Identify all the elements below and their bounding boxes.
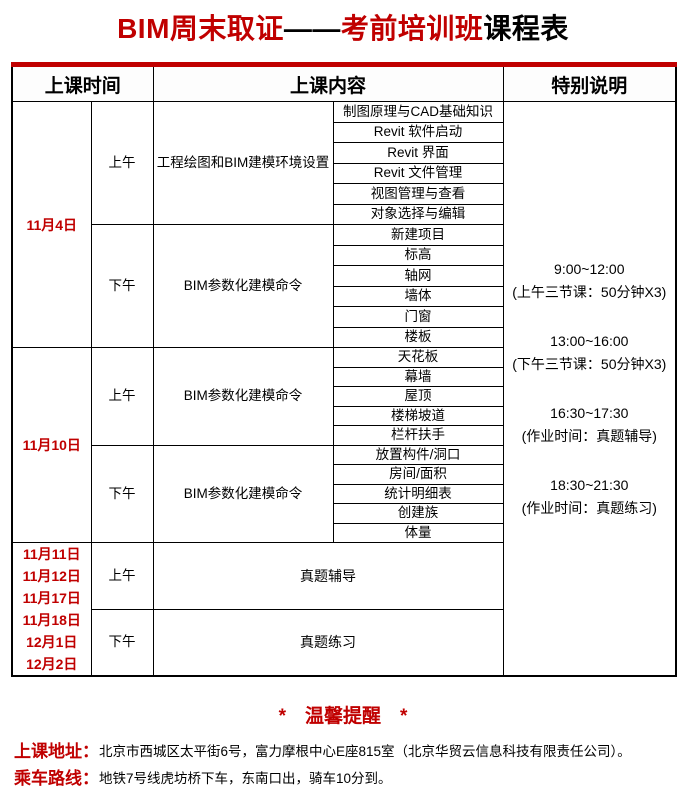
table-row: 对象选择与编辑 <box>12 203 676 225</box>
note-desc: (上午三节课：50分钟X3) <box>512 283 667 300</box>
subitem-cell: 视图管理与查看 <box>332 183 504 205</box>
page-title: BIM周末取证——考前培训班课程表 <box>0 11 686 47</box>
period-cell-pm: 下午 <box>90 444 154 543</box>
subitem-cell: Revit 文件管理 <box>332 162 504 184</box>
table-row: 墙体 <box>12 285 676 307</box>
route-line: 乘车路线：地铁7号线虎坊桥下车，东南口出，骑车10分到。 <box>14 769 686 789</box>
topic-cell: BIM参数化建模命令 <box>152 347 334 446</box>
subitem-cell: 标高 <box>332 244 504 266</box>
table-row: 11月4日 上午 工程绘图和BIM建模环境设置 制图原理与CAD基础知识 9:0… <box>11 101 677 677</box>
address-label: 上课地址： <box>14 742 99 761</box>
route-text: 地铁7号线虎坊桥下车，东南口出，骑车10分到。 <box>99 771 392 786</box>
note-block: 13:00~16:00 (下午三节课：50分钟X3) <box>504 330 675 376</box>
date-cell-nov4: 11月4日 <box>11 101 92 348</box>
note-block: 18:30~21:30 (作业时间：真题练习) <box>504 474 675 520</box>
subitem-cell: 房间/面积 <box>332 464 504 485</box>
period-cell-am: 上午 <box>90 101 154 225</box>
subitem-cell: 门窗 <box>332 306 504 328</box>
period-cell-am: 上午 <box>90 542 154 610</box>
note-desc: (下午三节课：50分钟X3) <box>512 355 667 372</box>
table-row: 11月11日 11月12日 11月17日 11月18日 12月1日 12月2日 … <box>11 542 676 677</box>
date-line: 11月11日 <box>22 546 81 562</box>
subitem-cell: 体量 <box>332 522 504 543</box>
title-class-name: 考前培训班 <box>340 13 484 44</box>
topic-cell: BIM参数化建模命令 <box>152 224 334 348</box>
subitem-cell: 创建族 <box>332 503 504 524</box>
content-cell-tutoring: 真题辅导 <box>152 542 504 610</box>
table-row: 楼板 <box>12 326 676 348</box>
table-row: 下午 BIM参数化建模命令 新建项目 <box>12 224 676 348</box>
note-block: 9:00~12:00 (上午三节课：50分钟X3) <box>504 258 675 304</box>
date-cell-exam-dates: 11月11日 11月12日 11月17日 11月18日 12月1日 12月2日 <box>11 542 92 677</box>
note-time: 16:30~17:30 <box>550 404 629 421</box>
date-line: 11月17日 <box>22 590 81 606</box>
date-line: 11月12日 <box>22 568 81 584</box>
title-course-name: BIM周末取证 <box>117 13 284 44</box>
schedule-table: 上课时间 上课内容 特别说明 11月4日 上午 工程绘图和BIM建模环境设置 制… <box>11 62 678 677</box>
note-block: 16:30~17:30 (作业时间：真题辅导) <box>504 402 675 448</box>
subitem-cell: 楼板 <box>332 326 504 348</box>
note-desc: (作业时间：真题练习) <box>521 499 657 516</box>
subitem-cell: 放置构件/洞口 <box>332 444 504 465</box>
subitem-cell: 制图原理与CAD基础知识 <box>332 101 504 123</box>
header-class-time: 上课时间 <box>11 64 154 102</box>
note-time: 9:00~12:00 <box>554 260 625 277</box>
period-cell-pm: 下午 <box>90 608 154 677</box>
special-notes-cell: 9:00~12:00 (上午三节课：50分钟X3) 13:00~16:00 (下… <box>502 101 677 677</box>
header-special-notes: 特别说明 <box>502 64 677 102</box>
subitem-cell: Revit 软件启动 <box>332 121 504 143</box>
table-row: 栏杆扶手 <box>12 425 676 446</box>
subitem-cell: 屋顶 <box>332 386 504 407</box>
subitem-cell: Revit 界面 <box>332 142 504 164</box>
subitem-cell: 对象选择与编辑 <box>332 203 504 225</box>
topic-cell: BIM参数化建模命令 <box>152 444 334 543</box>
table-row: 屋顶 <box>12 386 676 407</box>
reminder-title: * 温馨提醒 * <box>278 706 408 727</box>
table-row: 房间/面积 <box>12 464 676 485</box>
date-line: 12月2日 <box>26 656 78 672</box>
note-desc: (作业时间：真题辅导) <box>521 427 657 444</box>
subitem-cell: 楼梯坡道 <box>332 405 504 426</box>
header-class-content: 上课内容 <box>152 64 504 102</box>
subitem-cell: 幕墙 <box>332 366 504 387</box>
title-suffix: 课程表 <box>483 13 569 44</box>
subitem-cell: 统计明细表 <box>332 483 504 504</box>
period-cell-pm: 下午 <box>90 224 154 348</box>
period-cell-am: 上午 <box>90 347 154 446</box>
subitem-cell: 墙体 <box>332 285 504 307</box>
topic-cell: 工程绘图和BIM建模环境设置 <box>152 101 334 225</box>
date-cell-nov10: 11月10日 <box>11 347 92 543</box>
header-row: 上课时间 上课内容 特别说明 <box>11 64 677 102</box>
note-time: 18:30~21:30 <box>550 476 629 493</box>
subitem-cell: 天花板 <box>332 347 504 368</box>
table-row: 下午 真题练习 <box>12 608 676 677</box>
table-row: 11月10日 上午 BIM参数化建模命令 天花板 <box>11 347 676 543</box>
subitem-cell: 新建项目 <box>332 224 504 246</box>
date-line: 12月1日 <box>26 634 78 650</box>
date-line: 11月18日 <box>22 612 81 628</box>
route-label: 乘车路线： <box>14 769 99 788</box>
subitem-cell: 栏杆扶手 <box>332 425 504 446</box>
content-cell-practice: 真题练习 <box>152 608 504 677</box>
note-time: 13:00~16:00 <box>550 332 629 349</box>
subitem-cell: 轴网 <box>332 265 504 287</box>
address-text: 北京市西城区太平街6号，富力摩根中心E座815室（北京华贸云信息科技有限责任公司… <box>99 744 631 759</box>
title-dash: —— <box>283 13 341 44</box>
address-line: 上课地址：北京市西城区太平街6号，富力摩根中心E座815室（北京华贸云信息科技有… <box>14 742 686 762</box>
table-row: 下午 BIM参数化建模命令 放置构件/洞口 <box>12 444 676 543</box>
